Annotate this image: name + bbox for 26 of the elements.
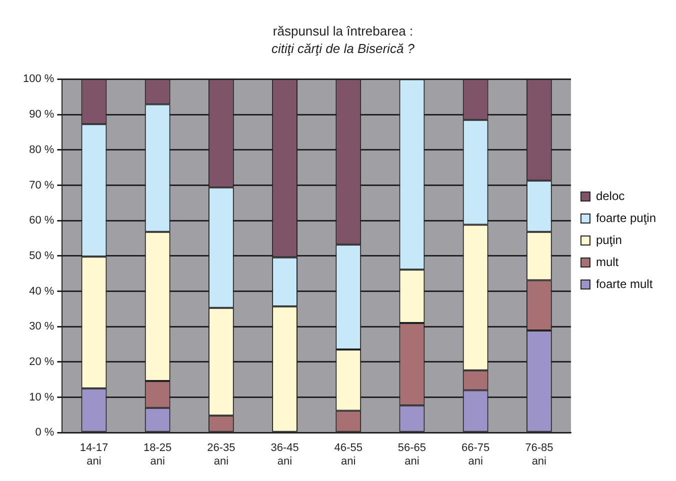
x-tick-label: 76-85 ani xyxy=(525,442,554,468)
y-tick-label: 40 % xyxy=(29,285,54,298)
x-tick-label: 18-25 ani xyxy=(144,442,172,468)
x-tick-label: 66-75 ani xyxy=(461,442,490,468)
chart-subtitle: citiţi cărţi de la Biserică ? xyxy=(271,41,416,56)
y-tick-label: 0 % xyxy=(35,426,54,439)
x-tick-label: 26-35 ani xyxy=(207,442,236,468)
y-tick-label: 90 % xyxy=(29,108,54,121)
x-tick-label: 56-65 ani xyxy=(398,442,426,468)
legend-label: foarte puţin xyxy=(596,210,656,225)
y-tick-label: 70 % xyxy=(29,179,54,192)
y-tick-label: 30 % xyxy=(29,320,54,333)
x-tick-label: 46-55 ani xyxy=(334,442,362,468)
x-tick-label: 14-17 ani xyxy=(80,442,108,468)
y-tick-label: 60 % xyxy=(29,214,54,227)
legend-label: foarte mult xyxy=(596,276,654,291)
legend-label: deloc xyxy=(596,188,625,203)
y-tick-label: 10 % xyxy=(29,391,54,404)
y-tick-label: 80 % xyxy=(29,144,54,156)
y-tick-label: 100 % xyxy=(22,73,54,86)
y-tick-label: 20 % xyxy=(29,356,54,368)
y-tick-label: 50 % xyxy=(29,250,54,262)
x-tick-label: 36-45 ani xyxy=(270,442,299,468)
chart-title: răspunsul la întrebarea : xyxy=(272,23,414,38)
legend-label: mult xyxy=(596,254,620,269)
legend-label: puţin xyxy=(596,232,622,247)
